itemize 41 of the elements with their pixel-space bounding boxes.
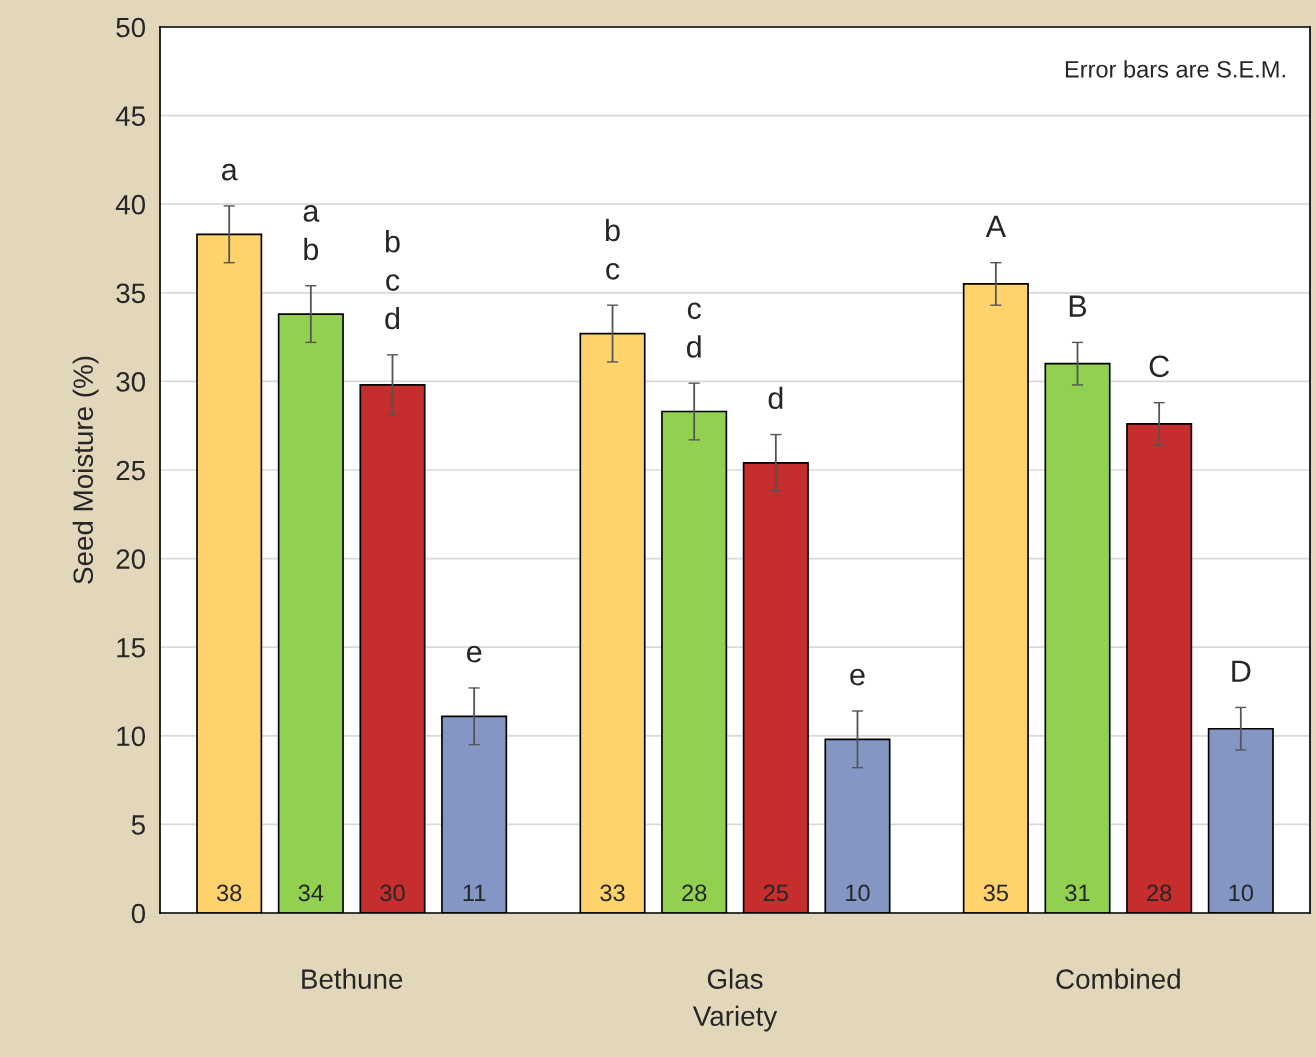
data-label: 28 <box>1147 884 1172 902</box>
annotation: B <box>1069 295 1087 317</box>
annotation: b c <box>606 218 620 280</box>
annotation: C <box>1149 355 1170 378</box>
x-tick-label: Glas <box>707 968 763 989</box>
y-tick-label: 5 <box>131 815 145 835</box>
y-tick-label: 35 <box>116 283 145 304</box>
y-tick-label: 15 <box>117 638 145 658</box>
annotation: Error bars are S.E.M. <box>1065 60 1285 78</box>
data-label: 28 <box>682 884 707 902</box>
annotation: D <box>1232 660 1251 682</box>
data-label: 33 <box>600 884 625 902</box>
y-axis-title: Seed Moisture (%) <box>72 356 99 584</box>
annotation: a <box>221 163 238 181</box>
y-tick-label: 20 <box>116 549 146 569</box>
data-label: 35 <box>983 884 1008 902</box>
y-tick-label: 0 <box>131 903 146 924</box>
y-tick-label: 45 <box>115 106 145 126</box>
data-label: 25 <box>763 884 788 902</box>
data-label: 10 <box>1229 884 1254 902</box>
data-label: 34 <box>298 884 324 902</box>
y-tick-label: 10 <box>117 726 146 747</box>
annotation: e <box>850 668 865 686</box>
y-tick-label: 50 <box>116 17 146 38</box>
data-label: 31 <box>1065 884 1090 902</box>
annotation: c d <box>686 302 702 358</box>
x-tick-label: Bethune <box>302 968 403 989</box>
annotation: A <box>985 215 1006 237</box>
data-label: 11 <box>463 884 486 902</box>
y-tick-label: 40 <box>115 194 146 215</box>
annotation: b c d <box>385 230 400 330</box>
y-tick-label: 25 <box>116 460 145 481</box>
data-label: 38 <box>216 884 242 902</box>
data-label: 10 <box>846 884 870 902</box>
annotation: a b <box>303 205 320 261</box>
x-tick-label: Combined <box>1056 968 1180 989</box>
data-label: 30 <box>380 884 405 902</box>
x-axis-title: Variety <box>692 1005 778 1032</box>
y-tick-label: 30 <box>116 372 146 392</box>
annotation: d <box>768 386 783 410</box>
annotation: e <box>466 645 482 663</box>
